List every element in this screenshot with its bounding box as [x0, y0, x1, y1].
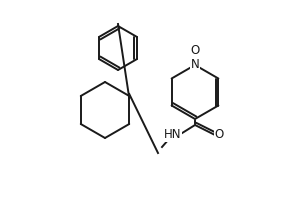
Text: N: N — [190, 58, 200, 72]
Text: O: O — [214, 129, 224, 142]
Text: HN: HN — [164, 129, 182, 142]
Text: O: O — [190, 45, 200, 58]
